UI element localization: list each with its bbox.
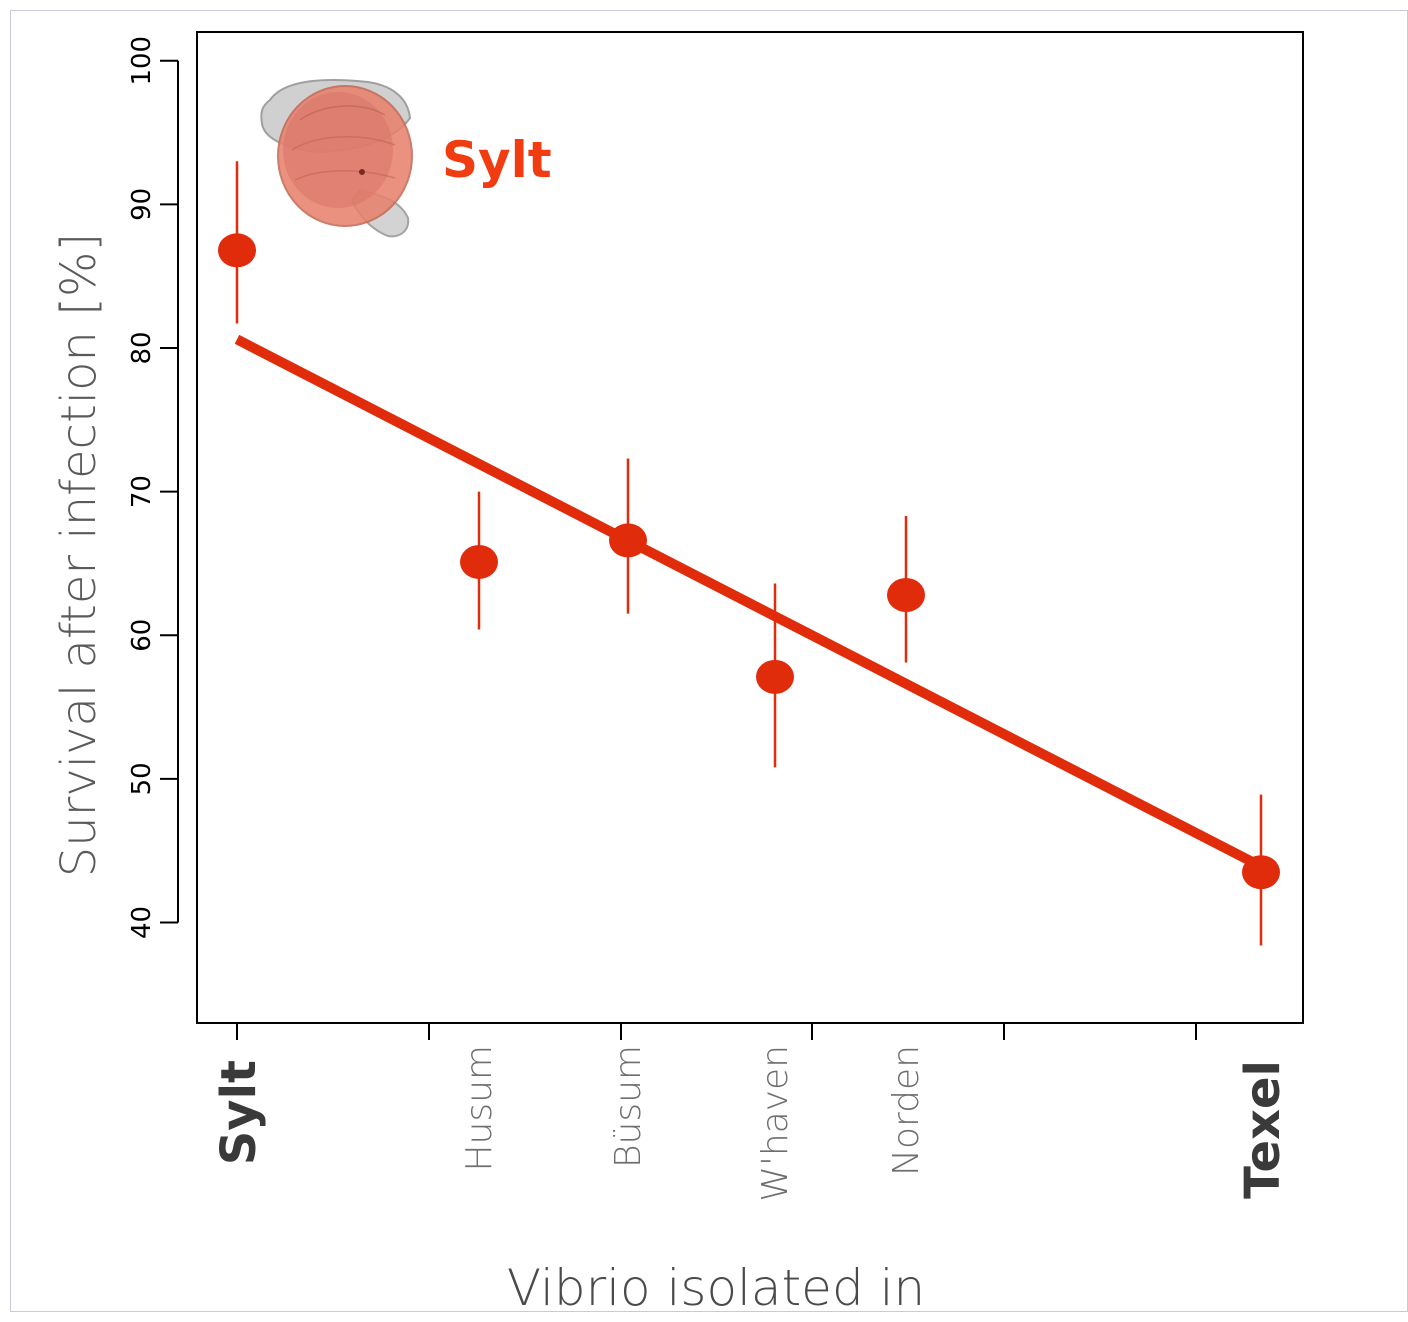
site-annotation: Sylt: [442, 131, 552, 189]
x-category-label: Husum: [459, 1045, 500, 1172]
data-point: [1242, 855, 1280, 890]
y-tick-label: 80: [127, 331, 157, 364]
trend-line: [234, 334, 1264, 871]
x-category-label: W'haven: [755, 1045, 796, 1202]
data-point: [756, 659, 794, 694]
oyster-icon: [260, 78, 413, 238]
data-points: [218, 233, 1280, 890]
y-tick-label: 90: [127, 188, 157, 221]
y-axis-title: Survival after infection [%]: [51, 233, 107, 877]
y-tick-label: 40: [127, 906, 157, 939]
data-point: [218, 233, 256, 268]
data-point: [887, 578, 925, 613]
y-tick-label: 100: [127, 36, 157, 86]
x-axis-title: Vibrio isolated in: [507, 1259, 925, 1317]
x-category-label: Büsum: [608, 1045, 649, 1168]
data-point: [460, 544, 498, 579]
y-tick-label: 60: [127, 619, 157, 652]
x-category-label: Norden: [886, 1045, 927, 1176]
y-axis: 40 50 60 70 80 90 100: [127, 36, 179, 939]
y-tick-label: 50: [127, 762, 157, 795]
data-point: [609, 523, 647, 558]
x-category-label: Texel: [1235, 1060, 1291, 1199]
x-axis: Sylt Husum Büsum W'haven Norden Texel: [211, 1022, 1291, 1202]
y-tick-label: 70: [127, 475, 157, 508]
x-category-label: Sylt: [211, 1060, 267, 1165]
error-bars: [235, 161, 1263, 946]
figure-frame: [10, 10, 1408, 1312]
